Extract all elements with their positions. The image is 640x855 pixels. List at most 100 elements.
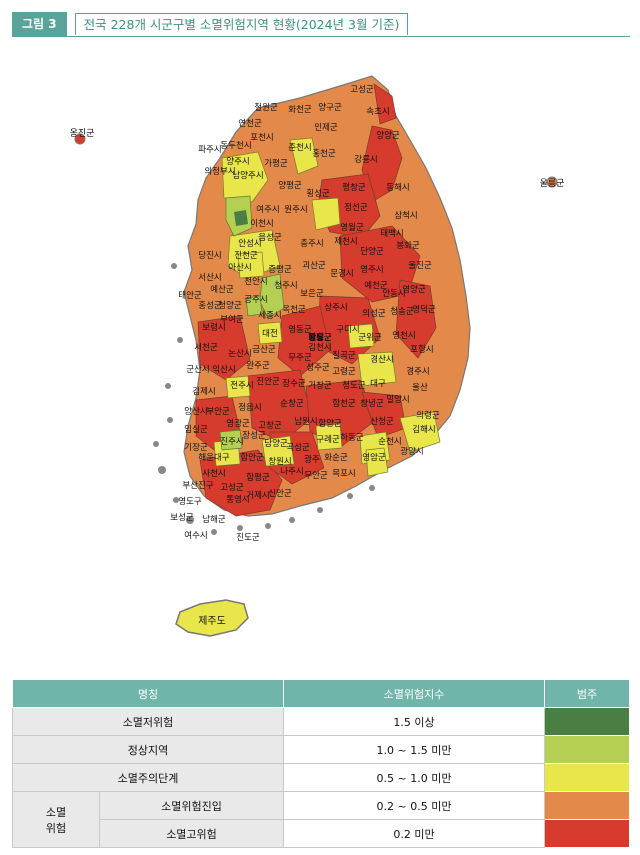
region-label: 단양군 <box>360 246 384 257</box>
region-label: 옥천군 <box>282 304 306 315</box>
region-label: 남양주시 <box>232 170 263 181</box>
region-label: 산청군 <box>370 416 394 427</box>
region-label: 원주시 <box>284 205 307 215</box>
region-label: 완주군 <box>246 361 270 371</box>
region-label: 동두천시 <box>220 140 251 151</box>
region-label: 인제군 <box>314 122 338 133</box>
region-label: 강릉시 <box>354 154 377 165</box>
region-label: 광주 <box>304 454 320 465</box>
region-label: 영천시 <box>392 330 415 341</box>
region-label: 보령시 <box>202 322 225 333</box>
region-label: 고흥군 <box>308 332 332 343</box>
legend-swatch <box>544 791 630 820</box>
legend-swatch <box>544 763 630 792</box>
region-label: 논산시 <box>228 348 251 359</box>
region-label: 함안군 <box>240 452 264 463</box>
region-label: 창원시 <box>268 457 291 467</box>
region-label: 봉화군 <box>396 241 420 251</box>
legend-row: 소멸주의단계 0.5 ~ 1.0 미만 <box>12 763 630 792</box>
region-label: 서산시 <box>198 272 221 283</box>
region-label: 진천군 <box>234 250 258 261</box>
normal-regions <box>219 195 285 451</box>
region-label: 보은군 <box>300 289 324 299</box>
region-label: 해운대구 <box>198 453 229 463</box>
region-label: 문경시 <box>330 268 353 279</box>
region-label: 파주시 <box>198 145 221 155</box>
region-label: 기장군 <box>184 442 208 453</box>
region-label: 상주시 <box>324 302 347 313</box>
region-label: 장흥군 <box>308 332 332 343</box>
region-label: 칠곡군 <box>332 351 356 361</box>
region-jeonju <box>225 375 251 399</box>
region-label: 김제시 <box>192 386 215 397</box>
region-daegu <box>357 351 397 387</box>
region-label: 대전 <box>262 328 278 339</box>
region-busan-area <box>399 411 441 453</box>
region-label: 증평군 <box>268 264 292 275</box>
region-label: 청도군 <box>342 381 366 391</box>
island-dot <box>153 441 159 447</box>
region-label: 나주시 <box>280 467 303 477</box>
region-jeonbuk-east <box>247 369 313 443</box>
region-label: 곡성군 <box>286 443 310 453</box>
island-dot <box>369 485 375 491</box>
region-label: 여수시 <box>184 530 207 541</box>
legend-name: 소멸저위험 <box>12 707 284 736</box>
region-label: 담양군 <box>264 438 288 449</box>
legend-swatch <box>544 707 630 736</box>
region-label: 사천시 <box>202 468 225 479</box>
region-label: 장수군 <box>282 378 306 389</box>
region-label: 구미시 <box>336 325 359 335</box>
region-label: 여주시 <box>256 204 279 215</box>
jeju-island: 제주도 <box>175 599 249 637</box>
ulleung-island: 울릉군 <box>540 176 564 189</box>
region-chungnam-south <box>197 315 251 381</box>
region-label: 창녕군 <box>360 399 384 409</box>
island-dot <box>317 507 323 513</box>
region-label: 군위군 <box>358 333 382 343</box>
legend-row: 소멸고위험 0.2 미만 <box>13 819 630 848</box>
region-label: 의성군 <box>362 308 386 319</box>
region-label: 부산진구 <box>182 480 213 491</box>
region-label: 춘천시 <box>288 142 311 153</box>
region-label: 공주시 <box>244 295 267 305</box>
region-gumi <box>347 323 375 349</box>
figure-title: 전국 228개 시군구별 소멸위험지역 현황(2024년 3월 기준) <box>74 13 409 35</box>
region-label: 남원시 <box>294 417 317 427</box>
korea-map: 옹진군 울릉군 제주도 고성군 철원군 화천군 양구군 속초시 연천군 인제군 양양군 포천시 동… <box>0 40 640 670</box>
island-dot <box>167 417 173 423</box>
region-label: 아산시 <box>228 262 251 273</box>
legend-row: 소멸저위험 1.5 이상 <box>12 707 630 736</box>
legend-index: 1.0 ~ 1.5 미만 <box>283 735 545 764</box>
region-label: 동해시 <box>386 183 409 193</box>
region-label: 정읍시 <box>238 402 261 413</box>
region-label: 장성군 <box>242 430 266 441</box>
region-label: 부안군 <box>206 406 230 417</box>
legend-row: 소멸 위험 소멸위험진입 0.2 ~ 0.5 미만 <box>12 791 630 848</box>
region-label: 안성시 <box>238 238 261 249</box>
legend-name: 소멸위험진입 <box>99 791 284 820</box>
region-label: 연천군 <box>238 118 262 129</box>
region-label: 군산시 <box>186 364 209 375</box>
region-label: 울진군 <box>408 260 432 271</box>
region-label: 가평군 <box>264 158 288 169</box>
region-label: 영월군 <box>340 222 364 233</box>
region-label: 함평군 <box>246 472 270 483</box>
ongjin-dot <box>74 133 86 145</box>
region-label: 고성군 <box>350 85 374 95</box>
legend-header-category: 범주 <box>544 679 630 708</box>
island-dot <box>347 493 353 499</box>
region-label: 고성군 <box>220 483 244 493</box>
region-gyeonggi-core <box>234 210 248 226</box>
region-label: 진주시 <box>220 436 243 447</box>
region-label: 괴산군 <box>302 260 326 271</box>
region-label: 음성군 <box>258 233 282 243</box>
region-wonju <box>311 197 341 231</box>
region-label: 정선군 <box>344 202 368 213</box>
region-label: 화천군 <box>288 104 312 115</box>
region-label: 예천군 <box>364 280 388 291</box>
region-label: 김천시 <box>308 342 331 353</box>
region-label: 제천시 <box>334 236 357 247</box>
region-label: 무안군 <box>304 470 328 481</box>
legend-index: 0.2 미만 <box>283 819 545 848</box>
